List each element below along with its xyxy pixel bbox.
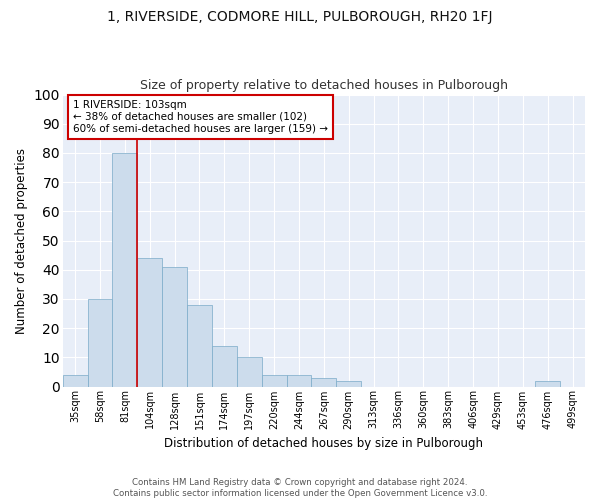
Bar [63,375,88,386]
Bar [187,305,212,386]
Bar [162,267,187,386]
Text: Contains HM Land Registry data © Crown copyright and database right 2024.
Contai: Contains HM Land Registry data © Crown c… [113,478,487,498]
Text: 1 RIVERSIDE: 103sqm
← 38% of detached houses are smaller (102)
60% of semi-detac: 1 RIVERSIDE: 103sqm ← 38% of detached ho… [73,100,328,134]
Bar [262,375,287,386]
Bar [336,380,361,386]
Text: 1, RIVERSIDE, CODMORE HILL, PULBOROUGH, RH20 1FJ: 1, RIVERSIDE, CODMORE HILL, PULBOROUGH, … [107,10,493,24]
Bar [212,346,237,387]
Bar [535,380,560,386]
Bar [311,378,336,386]
Title: Size of property relative to detached houses in Pulborough: Size of property relative to detached ho… [140,79,508,92]
Y-axis label: Number of detached properties: Number of detached properties [15,148,28,334]
X-axis label: Distribution of detached houses by size in Pulborough: Distribution of detached houses by size … [164,437,484,450]
Bar [112,153,137,386]
Bar [137,258,162,386]
Bar [237,358,262,386]
Bar [88,299,112,386]
Bar [287,375,311,386]
